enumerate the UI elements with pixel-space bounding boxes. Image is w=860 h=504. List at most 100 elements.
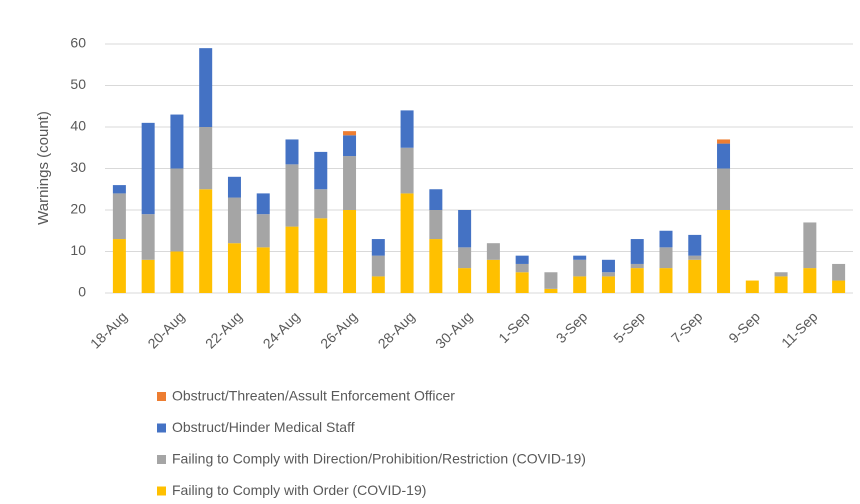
legend-swatch (157, 486, 166, 496)
bar-segment (285, 226, 299, 293)
bar-segment (630, 239, 644, 264)
legend-swatch (157, 423, 166, 433)
bar-segment (400, 193, 414, 293)
y-tick-label: 30 (70, 159, 86, 175)
bar-segment (170, 114, 184, 169)
bar-segment (745, 280, 759, 293)
bar-segment (515, 255, 529, 264)
bar-segment (573, 255, 587, 260)
bar-segment (343, 131, 357, 136)
bar-segment (199, 189, 213, 293)
bar-segment (544, 288, 558, 293)
bar-segment (803, 268, 817, 293)
y-tick-label: 40 (70, 118, 86, 134)
legend-swatch (157, 455, 166, 464)
bar-segment (371, 239, 385, 256)
y-tick-label: 20 (70, 201, 86, 217)
bar-segment (774, 272, 788, 277)
bar-segment (515, 263, 529, 273)
bar-segment (458, 247, 472, 269)
legend-label: Obstruct/Threaten/Assult Enforcement Off… (172, 388, 455, 404)
y-tick-label: 10 (70, 242, 86, 258)
x-tick-label: 9-Sep (725, 308, 763, 346)
bar-segment (314, 189, 328, 219)
y-tick-label: 0 (78, 284, 86, 300)
bar-segment (285, 139, 299, 165)
bar-segment (688, 234, 702, 256)
bar-segment (256, 214, 270, 248)
bar-segment (343, 156, 357, 210)
bar-segment (170, 251, 184, 293)
bar-segment (429, 210, 443, 240)
x-tick-label: 26-Aug (317, 308, 360, 351)
bar-segment (659, 230, 673, 248)
bar-segment (601, 276, 615, 293)
bar-segment (256, 193, 270, 215)
bar-segment (256, 247, 270, 293)
bar-segment (227, 176, 241, 198)
bar-segment (717, 210, 731, 293)
bar-segment (458, 210, 472, 248)
bar-segment (429, 239, 443, 293)
bar-segment (544, 272, 558, 289)
bar-segment (227, 197, 241, 244)
bar-segment (774, 276, 788, 293)
bar-segment (717, 139, 731, 144)
bar-segment (659, 268, 673, 293)
bar-segment (314, 218, 328, 293)
x-tick-label: 20-Aug (144, 308, 187, 351)
bar-segment (400, 110, 414, 148)
x-tick-label: 28-Aug (375, 308, 418, 351)
x-tick-label: 3-Sep (553, 308, 591, 346)
x-tick-label: 30-Aug (432, 308, 475, 351)
legend-swatch (157, 392, 166, 401)
bar-segment (688, 259, 702, 293)
bar-segment (199, 127, 213, 190)
bar-segment (343, 210, 357, 293)
bar-segment (141, 214, 155, 260)
bar-segment (141, 122, 155, 215)
bar-segment (630, 263, 644, 269)
bar-segment (458, 268, 472, 293)
bar-segment (803, 222, 817, 269)
x-tick-label: 22-Aug (202, 308, 245, 351)
x-tick-label: 11-Sep (778, 308, 821, 351)
legend-label: Obstruct/Hinder Medical Staff (172, 419, 355, 435)
bar-segment (314, 151, 328, 190)
x-tick-label: 18-Aug (87, 308, 130, 351)
bar-segment (601, 259, 615, 273)
bar-segment (515, 272, 529, 293)
y-axis-label: Warnings (count) (35, 111, 52, 225)
bar-segment (141, 259, 155, 293)
bar-segment (199, 48, 213, 127)
bar-segment (573, 276, 587, 293)
bar-segment (112, 185, 126, 194)
bar-segment (659, 247, 673, 269)
bar-segment (227, 243, 241, 293)
bar-segment (486, 259, 500, 293)
bar-segment (486, 243, 500, 260)
legend-label: Failing to Comply with Direction/Prohibi… (172, 451, 586, 467)
x-tick-label: 1-Sep (495, 308, 533, 346)
bar-segment (429, 189, 443, 210)
y-tick-label: 50 (70, 76, 86, 92)
bar-segment (371, 255, 385, 277)
bar-segment (170, 168, 184, 252)
bar-segment (343, 135, 357, 157)
legend-label: Failing to Comply with Order (COVID-19) (172, 482, 426, 498)
y-tick-label: 60 (70, 35, 86, 51)
bar-segment (285, 164, 299, 227)
bar-segment (688, 255, 702, 260)
bar-segment (112, 193, 126, 240)
bar-segment (573, 259, 587, 277)
bar-segment (832, 280, 846, 293)
bar-segment (601, 272, 615, 277)
bar-segment (717, 143, 731, 169)
x-tick-label: 7-Sep (668, 308, 706, 346)
x-tick-label: 5-Sep (610, 308, 648, 346)
bar-segment (112, 239, 126, 293)
bar-segment (630, 268, 644, 293)
bar-segment (400, 147, 414, 194)
bar-segment (717, 168, 731, 210)
